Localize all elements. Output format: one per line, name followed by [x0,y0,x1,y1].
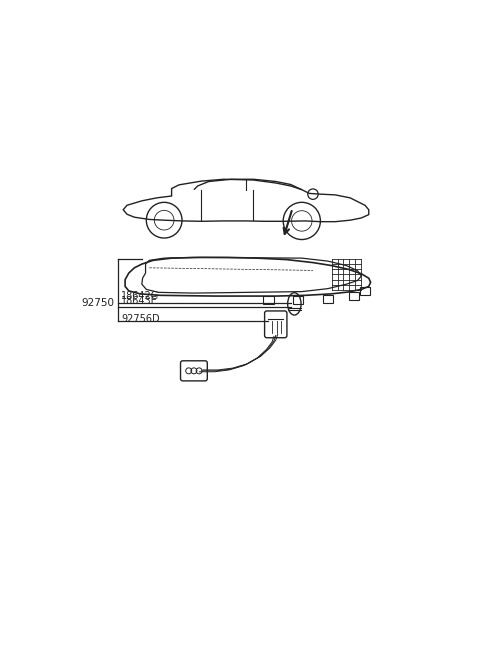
Text: 92756D: 92756D [121,314,160,324]
Text: 92750: 92750 [81,298,114,307]
Text: 18642G: 18642G [121,291,160,302]
Text: 18643E: 18643E [121,296,158,306]
